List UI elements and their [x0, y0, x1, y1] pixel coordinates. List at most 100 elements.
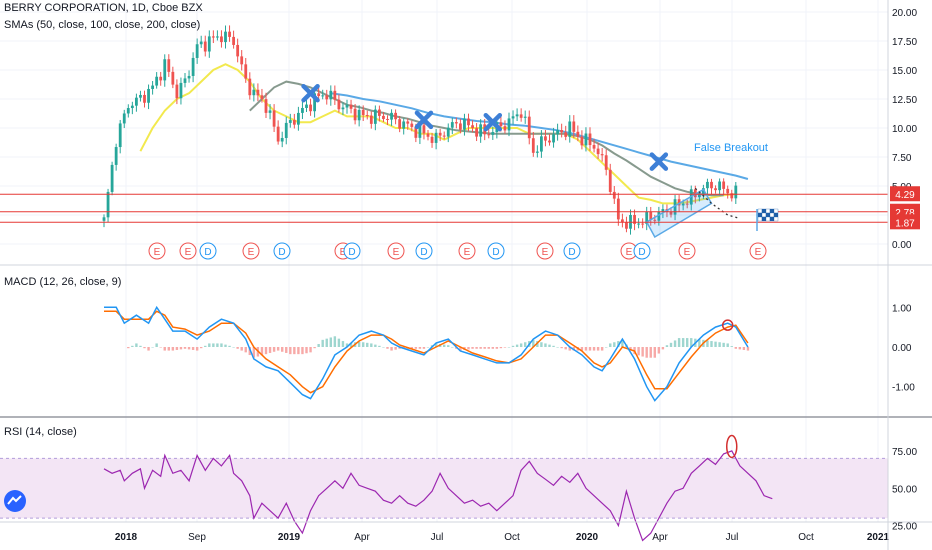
histogram-bar: [556, 347, 559, 348]
event-marker[interactable]: E: [678, 242, 696, 260]
event-marker[interactable]: E: [536, 242, 554, 260]
histogram-bar: [475, 347, 478, 349]
event-marker[interactable]: D: [343, 242, 361, 260]
event-marker[interactable]: E: [242, 242, 260, 260]
event-circle: [487, 242, 505, 260]
false-breakout-label[interactable]: False Breakout: [694, 142, 768, 154]
candle-body: [272, 110, 276, 127]
histogram-bar: [394, 347, 397, 350]
event-marker[interactable]: D: [633, 242, 651, 260]
sma-50-line: [139, 63, 736, 205]
event-marker[interactable]: D: [563, 242, 581, 260]
histogram-bar: [714, 341, 717, 347]
event-marker[interactable]: D: [273, 242, 291, 260]
event-label: E: [393, 247, 400, 258]
histogram-bar: [293, 347, 296, 355]
rsi-circle-mark[interactable]: [726, 434, 738, 459]
candle-body: [195, 44, 199, 58]
sma-legend[interactable]: SMAs (50, close, 100, close, 200, close): [4, 19, 201, 31]
histogram-bar: [483, 347, 486, 349]
event-marker[interactable]: E: [387, 242, 405, 260]
macd-axis-label: -1.00: [892, 383, 915, 394]
event-marker[interactable]: E: [458, 242, 476, 260]
cross-mark-icon: [414, 110, 434, 130]
macd-axis[interactable]: 1.00 0.00 -1.00: [892, 303, 915, 393]
candle-body: [410, 123, 414, 127]
candle-body: [592, 145, 596, 149]
histogram-bar: [730, 346, 733, 347]
event-marker[interactable]: D: [415, 242, 433, 260]
histogram-bar: [195, 347, 199, 351]
candle-body: [211, 36, 215, 38]
candle-body: [357, 109, 361, 121]
time-axis-label: Sep: [188, 532, 206, 543]
histogram-bar: [669, 342, 673, 347]
event-label: E: [684, 247, 691, 258]
time-axis-label: 2018: [115, 532, 138, 543]
histogram-bar: [151, 347, 154, 348]
tradingview-logo-icon[interactable]: [4, 490, 26, 512]
candle-body: [718, 181, 721, 191]
macd-axis-label: 1.00: [892, 303, 912, 314]
histogram-bar: [665, 345, 669, 347]
candle-body: [240, 56, 244, 65]
candle-body: [685, 203, 689, 205]
histogram-bar: [325, 338, 328, 347]
flag-cell: [761, 208, 767, 214]
histogram-bar: [746, 347, 750, 351]
histogram-bar: [341, 341, 345, 347]
rsi-axis[interactable]: 75.00 50.00 25.00: [892, 447, 917, 533]
candle-body: [523, 116, 527, 118]
time-axis[interactable]: 2018 Sep 2019 Apr Jul Oct 2020 Apr Jul Oct 2021: [115, 532, 890, 543]
macd-pane[interactable]: 1.00 0.00 -1.00: [104, 303, 915, 402]
histogram-bar: [661, 347, 665, 350]
histogram-bar: [459, 347, 462, 351]
histogram-bar: [600, 347, 604, 351]
rsi-pane[interactable]: 75.00 50.00 25.00: [0, 434, 917, 542]
rsi-band: [0, 457, 888, 519]
histogram-bar: [378, 345, 381, 347]
histogram-bar: [357, 341, 361, 347]
flag-cell: [773, 208, 779, 214]
candle-body: [268, 110, 272, 113]
horizontal-levels[interactable]: [0, 193, 888, 223]
rsi-legend[interactable]: RSI (14, close): [4, 426, 77, 438]
event-marker[interactable]: D: [487, 242, 505, 260]
candle-body: [556, 130, 559, 135]
histogram-bar: [204, 345, 207, 347]
candle-body: [507, 118, 511, 131]
event-marker[interactable]: E: [749, 242, 767, 260]
histogram-bar: [175, 347, 179, 350]
event-marker[interactable]: E: [179, 242, 197, 260]
cross-marks[interactable]: [301, 83, 669, 171]
candle-body: [102, 217, 106, 221]
histogram-bar: [370, 343, 373, 347]
rising-channel-drawing[interactable]: [645, 188, 713, 239]
candle-body: [292, 120, 296, 125]
event-label: D: [278, 247, 285, 258]
rsi-axis-label: 50.00: [892, 484, 917, 495]
checkered-flag-icon[interactable]: [756, 208, 779, 231]
macd-legend[interactable]: MACD (12, 26, close, 9): [4, 276, 122, 288]
macd-circle-mark[interactable]: [721, 319, 734, 331]
histogram-bar: [410, 347, 413, 349]
flag-cell: [769, 212, 775, 218]
cross-mark-icon: [301, 83, 320, 103]
main-legend-title[interactable]: BERRY CORPORATION, 1D, Cboe BZX: [4, 2, 203, 14]
event-marker[interactable]: E: [148, 242, 166, 260]
event-marker[interactable]: D: [199, 242, 217, 260]
histogram-bar: [649, 347, 652, 358]
candle-body: [669, 211, 673, 215]
price-axis-label: 10.00: [892, 124, 917, 135]
candle-body: [531, 138, 535, 153]
projection-drawing[interactable]: [694, 187, 741, 220]
channel-shape: [645, 188, 713, 239]
histogram-bar: [677, 338, 681, 347]
candle-body: [730, 193, 734, 199]
histogram-bar: [434, 343, 438, 347]
candle-body: [612, 191, 616, 199]
